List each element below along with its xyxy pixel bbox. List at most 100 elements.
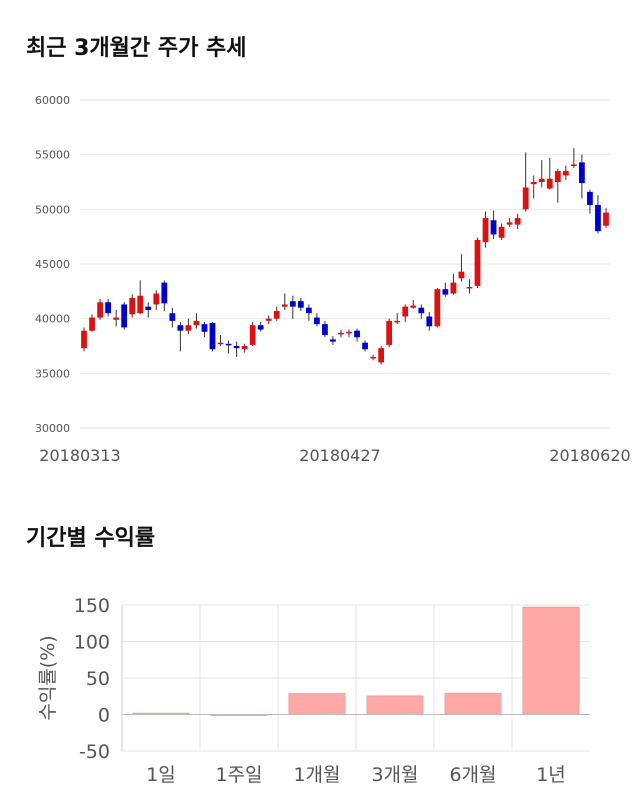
return-bar bbox=[366, 695, 424, 715]
candle-down bbox=[105, 302, 111, 314]
candle-up bbox=[474, 239, 481, 286]
return-bar bbox=[444, 692, 502, 715]
returns-bar-chart: 150 100 50 0 -50 1일 1주일 1개월 3개월 6개월 1년 수익률(%) bbox=[37, 595, 590, 786]
candle-down bbox=[322, 324, 328, 336]
candle-up bbox=[273, 311, 280, 319]
candle-up bbox=[137, 295, 144, 314]
bar-x-tick-label: 3개월 bbox=[371, 764, 418, 786]
candle-up bbox=[378, 348, 385, 363]
candle-up bbox=[482, 218, 489, 243]
candle-up bbox=[265, 318, 272, 321]
bar-y-tick-label: 0 bbox=[98, 705, 110, 727]
candle-down bbox=[297, 301, 304, 308]
candle-gridlines bbox=[80, 99, 610, 429]
candle-up bbox=[153, 293, 160, 305]
candle-up bbox=[129, 297, 136, 315]
candle-down bbox=[490, 220, 497, 235]
candle-x-tick-label: 20180620 bbox=[549, 446, 630, 465]
candle-x-ticks: 20180313 20180427 20180620 bbox=[39, 446, 630, 465]
candle-y-tick-label: 55000 bbox=[35, 149, 70, 162]
candle-down bbox=[418, 307, 425, 314]
candle-y-tick-label: 30000 bbox=[35, 422, 70, 435]
candle-down bbox=[225, 343, 232, 346]
candle-up bbox=[386, 320, 393, 345]
bar-x-tick-label: 1일 bbox=[146, 764, 176, 786]
candle-y-tick-label: 60000 bbox=[35, 94, 70, 107]
candle-x-tick-label: 20180313 bbox=[39, 446, 120, 465]
candle-up bbox=[281, 304, 288, 307]
candle-up bbox=[241, 346, 248, 350]
candle-up bbox=[538, 178, 545, 182]
candle-y-tick-label: 50000 bbox=[35, 203, 70, 216]
candle-up bbox=[81, 330, 87, 349]
candle-down bbox=[330, 339, 336, 342]
bar-x-tick-label: 1주일 bbox=[215, 764, 262, 786]
candle-up bbox=[402, 306, 409, 317]
candle-up bbox=[498, 226, 505, 238]
candle-down bbox=[354, 330, 360, 338]
candle-up bbox=[346, 331, 352, 334]
candle-down bbox=[314, 317, 320, 325]
bar-y-axis-label: 수익률(%) bbox=[37, 635, 59, 720]
candle-down bbox=[121, 304, 128, 328]
bar-x-tick-label: 1년 bbox=[536, 764, 566, 786]
return-bar bbox=[288, 693, 346, 715]
candle-up bbox=[434, 289, 441, 327]
bar-axes bbox=[121, 605, 590, 751]
candle-y-ticks: 60000 55000 50000 45000 40000 35000 30000 bbox=[35, 94, 70, 435]
candle-down bbox=[362, 342, 368, 350]
candle-up bbox=[554, 171, 561, 182]
candle-up bbox=[249, 325, 256, 345]
candle-down bbox=[161, 282, 168, 304]
candle-up bbox=[562, 171, 569, 176]
candle-down bbox=[233, 346, 240, 349]
candle-up bbox=[394, 320, 401, 323]
return-bar bbox=[522, 606, 580, 715]
bar-y-tick-label: 50 bbox=[86, 668, 110, 690]
candle-up bbox=[97, 302, 103, 318]
candle-down bbox=[442, 289, 449, 295]
candle-down bbox=[595, 204, 601, 232]
price-chart-title: 최근 3개월간 주가 추세 bbox=[26, 36, 247, 61]
candle-up bbox=[522, 187, 529, 210]
bar-series bbox=[132, 606, 580, 716]
candle-up bbox=[514, 218, 521, 225]
candle-up bbox=[410, 305, 417, 308]
candle-up bbox=[217, 342, 224, 345]
bar-x-tick-label: 1개월 bbox=[293, 764, 340, 786]
candle-down bbox=[145, 306, 152, 310]
bar-y-tick-label: 100 bbox=[74, 632, 110, 654]
candle-up bbox=[185, 325, 192, 331]
candle-y-tick-label: 35000 bbox=[35, 367, 70, 380]
candle-up bbox=[506, 222, 513, 225]
candle-y-tick-label: 40000 bbox=[35, 313, 70, 326]
candlestick-chart: 60000 55000 50000 45000 40000 35000 30000 2018… bbox=[35, 94, 631, 465]
candle-down bbox=[426, 316, 433, 327]
candle-x-tick-label: 20180427 bbox=[299, 446, 380, 465]
bar-x-tick-label: 6개월 bbox=[449, 764, 496, 786]
candle-down bbox=[579, 162, 585, 184]
candle-up bbox=[89, 317, 95, 331]
bar-gridlines bbox=[122, 604, 590, 752]
candle-up bbox=[450, 282, 457, 294]
bar-y-tick-label: -50 bbox=[79, 741, 110, 763]
candle-down bbox=[177, 325, 184, 331]
candle-up bbox=[458, 271, 465, 279]
candle-down bbox=[201, 324, 208, 332]
candle-down bbox=[209, 323, 216, 350]
candle-up bbox=[570, 164, 577, 167]
candle-up bbox=[338, 332, 344, 335]
returns-chart-title: 기간별 수익률 bbox=[26, 526, 156, 551]
bar-y-ticks: 150 100 50 0 -50 bbox=[74, 595, 110, 763]
candle-series bbox=[81, 148, 609, 365]
candle-up bbox=[546, 178, 553, 189]
candle-down bbox=[587, 191, 593, 205]
candle-down bbox=[289, 301, 296, 307]
candle-down bbox=[169, 313, 176, 321]
candle-y-tick-label: 45000 bbox=[35, 258, 70, 271]
candle-up bbox=[193, 320, 200, 326]
bar-x-ticks: 1일 1주일 1개월 3개월 6개월 1년 bbox=[146, 764, 566, 786]
candle-up bbox=[530, 182, 537, 185]
candle-down bbox=[305, 307, 312, 314]
candle-up bbox=[603, 212, 609, 226]
